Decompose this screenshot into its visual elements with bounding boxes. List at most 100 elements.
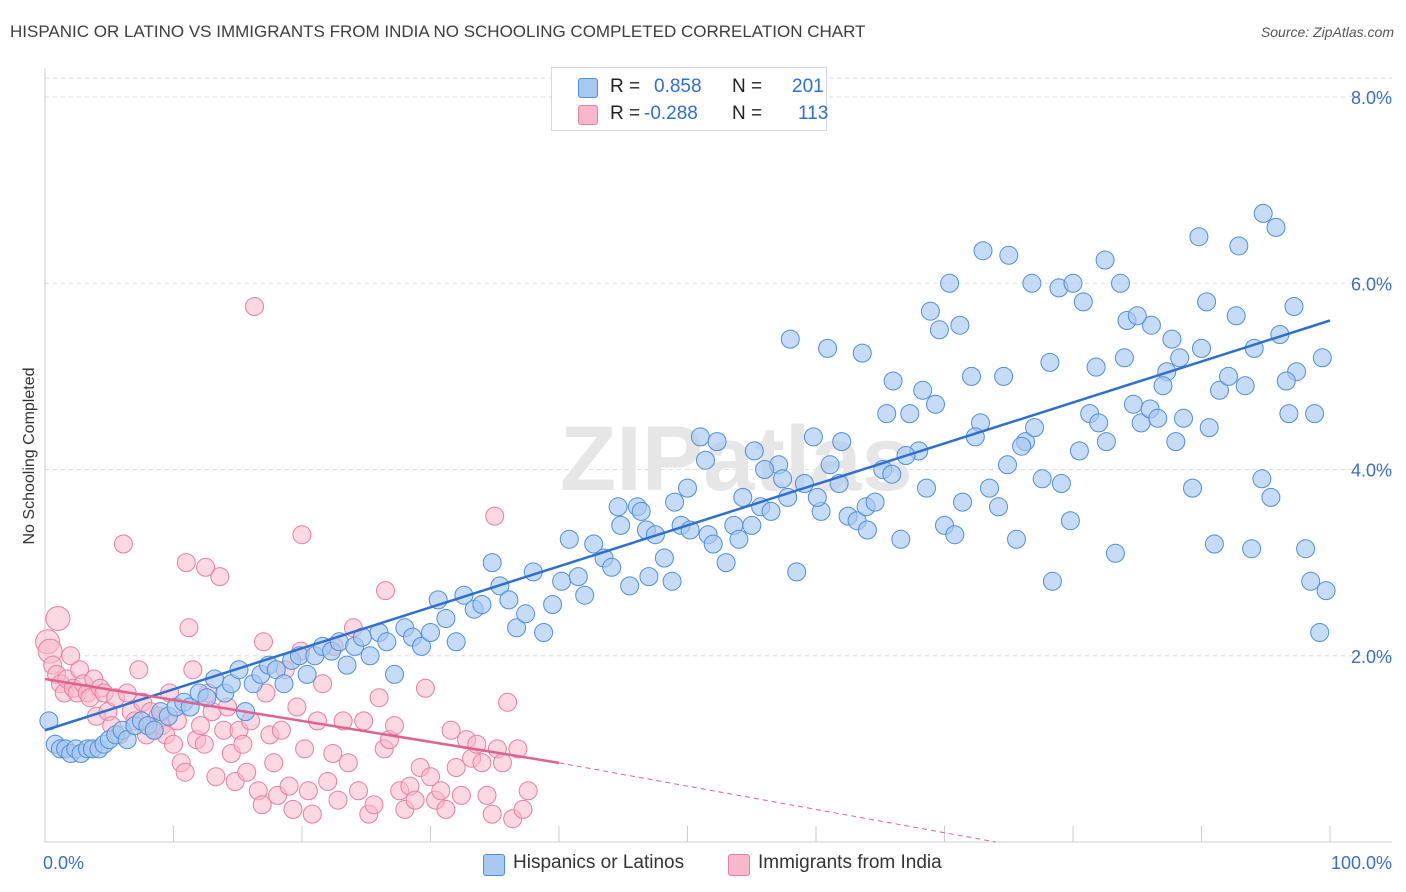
- india-point: [485, 506, 505, 526]
- india-point: [298, 781, 318, 801]
- india-point: [252, 795, 272, 815]
- hispanic-point: [1301, 571, 1321, 591]
- india-point: [498, 692, 518, 712]
- hispanic-point: [568, 567, 588, 587]
- india-point: [191, 716, 210, 736]
- india-point: [482, 804, 502, 824]
- hispanic-point: [794, 474, 814, 493]
- hispanic-point: [631, 501, 651, 521]
- hispanic-point: [773, 469, 793, 489]
- hispanic-point: [1051, 474, 1071, 493]
- hispanic-point: [559, 529, 579, 549]
- hispanic-point: [917, 478, 936, 498]
- india-point: [328, 790, 348, 810]
- india-point: [279, 776, 299, 796]
- hispanic-point: [1153, 376, 1173, 396]
- chart-title: HISPANIC OR LATINO VS IMMIGRANTS FROM IN…: [10, 22, 866, 41]
- hispanic-point: [857, 520, 877, 540]
- hispanic-point: [973, 241, 993, 261]
- hispanic-point: [707, 432, 727, 452]
- hispanic-point: [1305, 404, 1325, 424]
- hispanic-point: [665, 492, 685, 512]
- trend-lines: [44, 319, 1331, 843]
- hispanic-point: [755, 460, 775, 479]
- hispanic-point: [197, 688, 217, 708]
- hispanic-point: [1040, 352, 1060, 372]
- hispanic-point: [1316, 581, 1336, 601]
- hispanic-point: [1219, 366, 1238, 386]
- hispanic-point: [729, 529, 749, 549]
- india-point: [508, 739, 528, 759]
- hispanic-point: [516, 604, 536, 624]
- hispanic-point: [1123, 394, 1143, 414]
- india-point: [472, 753, 492, 773]
- hispanic-point: [1086, 357, 1106, 377]
- india-point: [349, 781, 368, 801]
- india-point: [295, 739, 315, 759]
- hispanic-point: [703, 534, 723, 554]
- india-point: [364, 795, 384, 815]
- hispanic-points: [39, 203, 1336, 763]
- hispanic-point: [543, 595, 563, 614]
- legend-r-label: R =: [610, 76, 641, 97]
- india-point: [164, 734, 183, 754]
- legend-label-hispanics: Hispanics or Latinos: [513, 852, 685, 873]
- hispanic-point: [913, 380, 933, 400]
- india-point: [354, 711, 374, 731]
- legend-n-label: N =: [732, 76, 763, 97]
- legend-n-label: N =: [732, 103, 763, 124]
- hispanic-point: [1266, 217, 1286, 237]
- hispanic-point: [534, 623, 554, 642]
- india-point: [451, 785, 471, 805]
- india-point: [179, 618, 199, 638]
- legend-swatch-pink: [728, 854, 750, 876]
- hispanic-point: [1252, 469, 1272, 489]
- legend-item-hispanics[interactable]: Hispanics or Latinos: [483, 852, 703, 876]
- x-tick-label-left: 0.0%: [43, 853, 84, 873]
- india-point: [376, 581, 395, 601]
- hispanic-point: [1310, 623, 1330, 642]
- india-trend-extension: [558, 762, 996, 843]
- hispanic-point: [360, 646, 380, 666]
- hispanic-point: [761, 501, 781, 521]
- hispanic-point: [337, 655, 357, 675]
- hispanic-point: [421, 623, 440, 642]
- india-point: [129, 660, 149, 680]
- hispanic-point: [742, 515, 762, 535]
- hispanic-point: [412, 636, 431, 656]
- legend-swatch-blue: [483, 854, 505, 876]
- hispanic-point: [929, 320, 949, 340]
- hispanic-point: [1007, 529, 1026, 549]
- hispanic-point: [499, 590, 519, 610]
- legend-item-india[interactable]: Immigrants from India: [728, 852, 968, 876]
- india-point: [194, 734, 214, 754]
- india-point: [518, 781, 538, 801]
- hispanic-point: [744, 441, 764, 461]
- hispanic-point: [994, 366, 1014, 386]
- hispanic-point: [1063, 273, 1083, 293]
- legend-swatch-pink: [578, 105, 598, 125]
- hispanic-point: [1189, 227, 1209, 247]
- hispanic-point: [1095, 250, 1115, 270]
- hispanic-trend-line: [44, 319, 1331, 732]
- india-point: [183, 660, 203, 680]
- hispanic-point: [945, 525, 965, 545]
- hispanic-point: [1105, 543, 1125, 563]
- hispanic-point: [584, 534, 604, 554]
- india-point: [287, 697, 307, 717]
- y-tick-label: 2.0%: [1351, 647, 1392, 667]
- india-point: [333, 711, 353, 731]
- hispanic-point: [507, 618, 527, 638]
- india-point: [292, 525, 312, 545]
- y-axis-label: No Schooling Completed: [21, 368, 38, 545]
- india-point: [237, 762, 257, 782]
- hispanic-point: [1276, 371, 1296, 391]
- hispanic-point: [1069, 441, 1089, 461]
- hispanic-point: [1284, 297, 1304, 316]
- hispanic-point: [1253, 203, 1273, 223]
- hispanic-point: [998, 455, 1017, 475]
- hispanic-point: [454, 585, 474, 605]
- india-point: [283, 799, 303, 819]
- india-point: [307, 711, 327, 731]
- hispanic-point: [900, 404, 920, 424]
